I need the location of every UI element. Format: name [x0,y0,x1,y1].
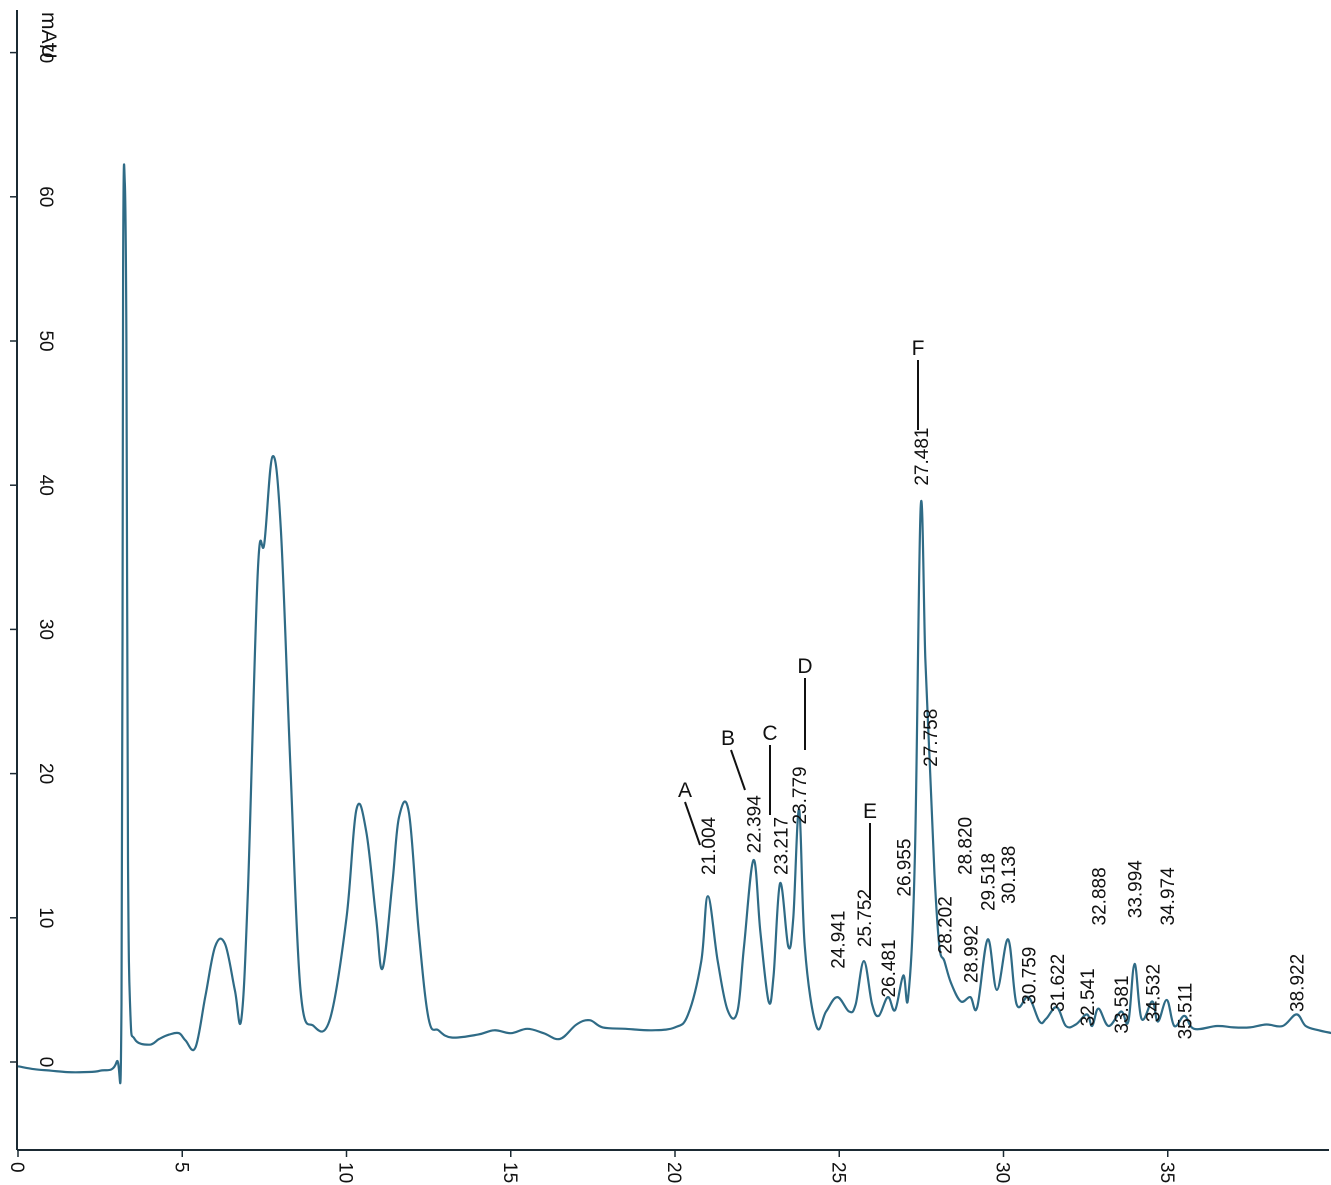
peak-label: 23.217 [772,817,793,875]
peak-leader-line [730,749,746,791]
peak-letter-label: D [797,655,812,678]
x-tick-label: 20 [663,1162,684,1183]
peak-label: 28.992 [961,925,982,983]
y-ticks: 0 10 20 30 40 50 60 70 [10,42,56,1067]
x-tick-label: 25 [827,1162,848,1183]
peak-label: 21.004 [699,816,720,875]
x-tick-label: 0 [6,1162,27,1173]
peak-label: 34.532 [1143,964,1164,1022]
y-tick-label: 20 [35,763,56,784]
y-tick-label: 50 [35,330,56,351]
peak-label: 27.481 [912,428,933,486]
y-tick-label: 70 [35,42,56,63]
peak-letter-label: A [678,779,692,802]
peak-label: 23.779 [790,766,811,824]
peak-label: 27.758 [921,709,942,767]
y-tick-label: 40 [35,475,56,496]
y-tick-label: 60 [35,186,56,207]
x-tick-label: 35 [1156,1162,1177,1183]
peak-label: 25.752 [855,889,876,947]
peak-label: 26.955 [894,838,915,896]
series-trace [17,163,1331,1085]
peak-label: 22.394 [745,795,766,854]
peak-letter-label: B [721,727,735,750]
y-tick-label: 0 [35,1057,56,1068]
peak-letter-label: E [863,800,877,823]
y-axis-unit-label: mAU [37,12,60,59]
peak-label: 32.541 [1078,968,1099,1026]
x-tick-label: 10 [335,1162,356,1183]
series-line [17,163,1331,1085]
peak-label: 33.581 [1112,975,1133,1033]
peak-label: 28.820 [956,817,977,875]
peak-label: 26.481 [879,939,900,997]
peak-letter-label: F [912,337,925,360]
x-tick-label: 5 [170,1162,191,1173]
peak-label: 32.888 [1089,867,1110,925]
peak-label: 35.511 [1176,983,1197,1040]
peak-label: 34.974 [1158,867,1179,926]
peak-label: 38.922 [1288,954,1309,1012]
y-tick-label: 10 [35,907,56,928]
peak-leader-line [684,801,701,846]
peak-label: 31.622 [1048,954,1069,1012]
x-tick-label: 15 [499,1162,520,1183]
peak-label: 28.202 [935,896,956,954]
peak-label: 30.759 [1019,947,1040,1005]
peak-label: 24.941 [828,911,849,969]
peak-letter-label: C [762,722,777,745]
x-tick-label: 30 [992,1162,1013,1183]
y-tick-label: 30 [35,619,56,640]
x-ticks: 0 5 10 15 20 25 30 35 [6,1150,1177,1183]
peak-label: 30.138 [999,846,1020,904]
peak-label: 33.994 [1126,860,1147,919]
peak-annotations: A B C D E F [678,337,924,900]
peak-label: 29.518 [979,853,1000,911]
